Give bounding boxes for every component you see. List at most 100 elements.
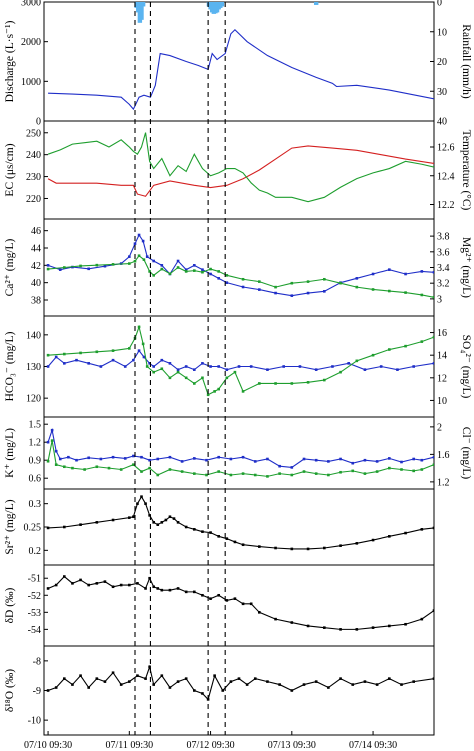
data-point bbox=[241, 390, 245, 393]
left-tick-label: -10 bbox=[28, 716, 41, 727]
data-point bbox=[95, 350, 99, 354]
y-axis-label-left: EC (μs/cm) bbox=[4, 143, 16, 196]
data-point bbox=[233, 597, 237, 600]
data-point bbox=[111, 455, 115, 459]
data-point bbox=[193, 269, 196, 272]
data-point bbox=[213, 674, 216, 677]
data-point bbox=[46, 267, 50, 271]
data-point bbox=[128, 255, 131, 258]
series-line bbox=[48, 495, 434, 550]
data-point bbox=[176, 587, 180, 590]
data-point bbox=[412, 469, 415, 473]
data-point bbox=[278, 472, 281, 475]
rainfall-bar bbox=[140, 2, 146, 7]
data-point bbox=[201, 362, 204, 365]
data-point bbox=[266, 457, 269, 461]
data-point bbox=[156, 473, 160, 477]
data-point bbox=[229, 473, 233, 477]
series-line bbox=[47, 132, 434, 203]
data-point bbox=[144, 677, 147, 680]
data-point bbox=[152, 585, 155, 589]
data-point bbox=[237, 365, 241, 368]
data-point bbox=[67, 455, 70, 459]
data-point bbox=[432, 362, 434, 365]
data-point bbox=[156, 587, 160, 590]
data-point bbox=[420, 617, 424, 621]
data-point bbox=[258, 545, 261, 548]
data-point bbox=[375, 460, 379, 463]
data-point bbox=[217, 387, 220, 391]
x-tick-label: 07/13 09:30 bbox=[268, 740, 316, 751]
data-point bbox=[432, 335, 434, 339]
data-point bbox=[363, 458, 367, 462]
data-point bbox=[225, 368, 229, 371]
data-point bbox=[355, 359, 359, 363]
x-tick-label: 07/11 09:30 bbox=[105, 740, 153, 751]
data-point bbox=[140, 470, 143, 473]
data-point bbox=[184, 268, 188, 271]
data-point bbox=[388, 268, 391, 271]
data-point bbox=[75, 358, 78, 362]
data-point bbox=[142, 258, 146, 261]
right-tick-label: 2 bbox=[437, 422, 442, 433]
data-point bbox=[225, 599, 229, 602]
left-tick-label: 0.3 bbox=[29, 499, 42, 510]
data-point bbox=[132, 358, 135, 362]
data-point bbox=[363, 368, 367, 371]
data-point bbox=[274, 382, 277, 385]
data-point bbox=[103, 680, 107, 683]
data-point bbox=[168, 686, 172, 689]
data-point bbox=[221, 689, 225, 692]
data-point bbox=[156, 457, 160, 461]
data-point bbox=[133, 242, 137, 245]
data-point bbox=[75, 458, 78, 462]
right-tick-label: 12.4 bbox=[437, 171, 455, 182]
series-line bbox=[47, 233, 434, 297]
data-point bbox=[225, 274, 229, 277]
left-tick-label: 230 bbox=[26, 172, 41, 183]
right-tick-label: 12.2 bbox=[437, 200, 455, 211]
data-point bbox=[327, 686, 330, 689]
data-point bbox=[79, 578, 82, 582]
data-point bbox=[46, 264, 50, 267]
data-point bbox=[302, 683, 306, 686]
data-point bbox=[363, 680, 367, 683]
data-point bbox=[137, 254, 141, 258]
data-point bbox=[160, 358, 164, 362]
data-point bbox=[327, 473, 330, 477]
data-point bbox=[145, 255, 149, 258]
data-point bbox=[184, 376, 188, 380]
data-point bbox=[119, 683, 123, 686]
data-point bbox=[371, 353, 375, 357]
left-tick-label: 240 bbox=[26, 150, 41, 161]
panel-k_cl: 0.6 0.9 1.2 1.5 1.2 1.6 2 K⁺ (mg/L) Cl⁻ (mg/L) bbox=[4, 416, 472, 490]
data-point bbox=[339, 457, 342, 461]
panel-discharge: 0 1000 2000 3000 0 10 20 30 40 Discharge (L·s⁻¹) R… bbox=[4, 0, 472, 128]
data-point bbox=[375, 470, 379, 473]
data-point bbox=[400, 460, 403, 464]
data-point bbox=[152, 274, 155, 277]
data-point bbox=[152, 365, 155, 368]
data-point bbox=[306, 280, 310, 283]
data-point bbox=[375, 683, 379, 686]
data-point bbox=[290, 547, 294, 551]
data-point bbox=[379, 365, 383, 368]
data-point bbox=[63, 266, 66, 269]
data-point bbox=[193, 472, 196, 475]
data-point bbox=[152, 370, 155, 374]
left-tick-label: -8 bbox=[33, 656, 41, 667]
data-point bbox=[144, 587, 147, 590]
data-point bbox=[388, 348, 391, 351]
right-tick-label: 20 bbox=[437, 57, 447, 68]
data-point bbox=[404, 272, 407, 276]
data-point bbox=[176, 266, 180, 269]
data-point bbox=[314, 368, 318, 371]
data-point bbox=[103, 580, 107, 583]
data-point bbox=[217, 277, 220, 280]
data-point bbox=[253, 473, 257, 477]
data-point bbox=[274, 285, 277, 289]
left-tick-label: 0.25 bbox=[24, 523, 42, 534]
data-point bbox=[213, 390, 216, 393]
data-point bbox=[176, 259, 180, 263]
